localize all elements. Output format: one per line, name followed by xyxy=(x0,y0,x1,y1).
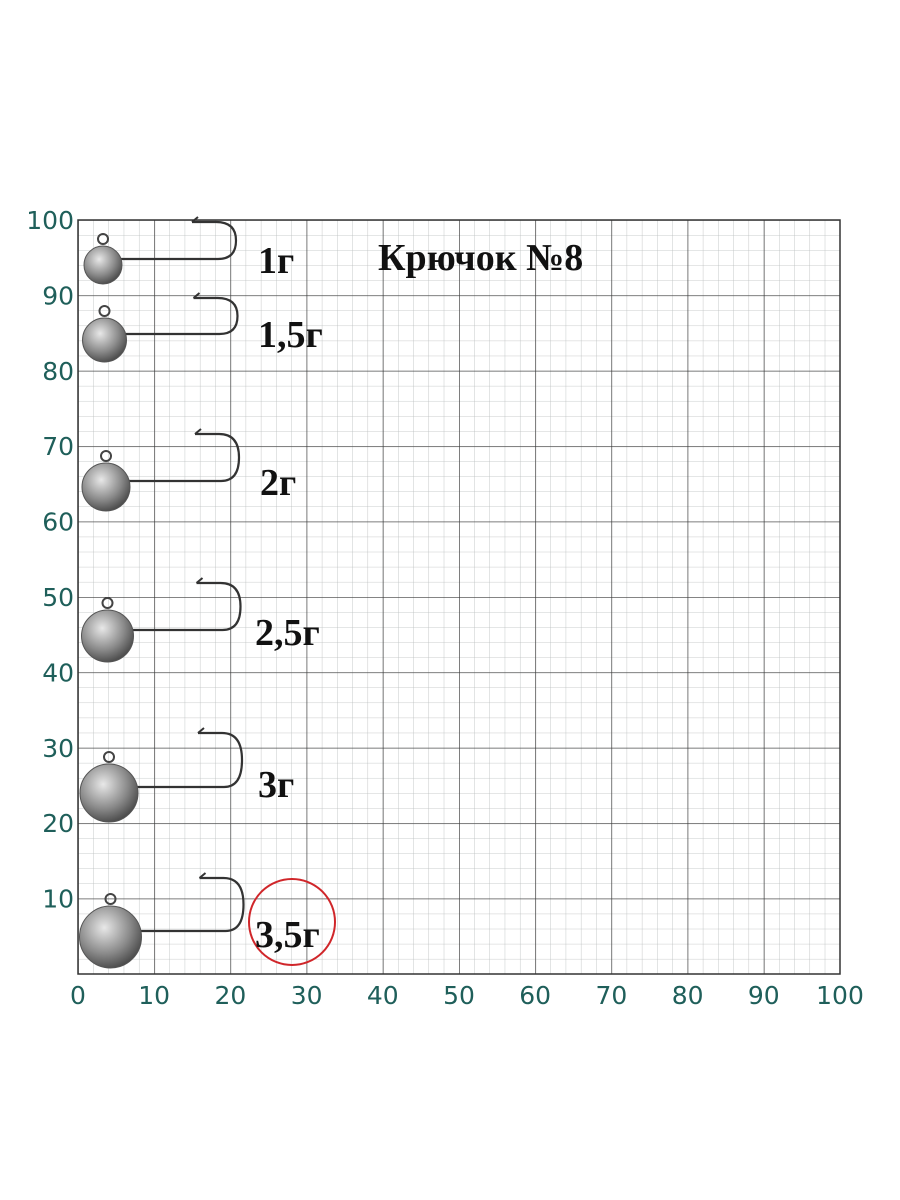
hook xyxy=(110,876,245,933)
barb xyxy=(198,872,207,879)
barb xyxy=(195,577,204,584)
jig-head xyxy=(83,216,238,285)
weight-label: 1,5г xyxy=(258,314,323,356)
x-axis-label: 0 xyxy=(70,981,86,1010)
weight-label: 2,5г xyxy=(255,612,320,654)
y-axis-label: 20 xyxy=(42,809,74,838)
highlight-circle xyxy=(248,878,336,966)
jig-head xyxy=(81,577,242,663)
x-axis-label: 20 xyxy=(214,981,246,1010)
barb xyxy=(194,428,202,435)
y-axis-label: 50 xyxy=(42,583,74,612)
lead-ball xyxy=(79,763,139,823)
hook xyxy=(107,581,242,632)
grid-border xyxy=(77,219,841,975)
x-axis-label: 40 xyxy=(367,981,399,1010)
barb xyxy=(192,292,201,299)
title: Крючок №8 xyxy=(378,237,583,279)
weight-label: 3,5г xyxy=(255,914,320,956)
y-axis-label: 80 xyxy=(42,357,74,386)
x-axis-label: 50 xyxy=(443,981,475,1010)
x-axis-label: 60 xyxy=(519,981,551,1010)
barb xyxy=(197,727,205,734)
eye xyxy=(100,450,112,462)
lead-ball xyxy=(83,245,123,285)
major-grid xyxy=(78,220,840,974)
eye xyxy=(103,751,115,763)
jig-head xyxy=(79,872,245,969)
y-axis-label: 100 xyxy=(26,206,74,235)
x-axis-label: 80 xyxy=(672,981,704,1010)
annotations: 0 10 20 30 40 50 60 70 80 90 100 10 20 30 40 50 60 70 80 90… xyxy=(26,206,864,1010)
y-axis-label: 40 xyxy=(42,658,74,687)
hook xyxy=(104,296,239,336)
eye xyxy=(98,305,111,317)
x-axis-label: 70 xyxy=(595,981,627,1010)
x-axis-label: 90 xyxy=(748,981,780,1010)
eye xyxy=(104,893,117,905)
hook xyxy=(103,220,238,261)
x-axis-label: 10 xyxy=(138,981,170,1010)
x-axis-label: 30 xyxy=(291,981,323,1010)
y-axis-label: 70 xyxy=(42,432,74,461)
eye xyxy=(97,233,109,245)
hook xyxy=(106,432,241,483)
y-axis-label: 90 xyxy=(42,281,74,310)
jig-head xyxy=(79,727,244,823)
lead-ball xyxy=(82,317,127,363)
weight-label: 1г xyxy=(258,240,294,282)
jig-head xyxy=(82,292,239,363)
lead-ball xyxy=(81,609,134,663)
weight-label: 3г xyxy=(258,764,294,806)
x-axis-label: 100 xyxy=(816,981,864,1010)
weight-label: 2г xyxy=(260,462,296,504)
jig-head xyxy=(81,428,241,512)
lead-ball xyxy=(81,462,131,512)
barb xyxy=(191,216,199,223)
eye xyxy=(101,597,114,609)
hook xyxy=(109,731,244,789)
y-axis-label: 10 xyxy=(42,885,74,914)
y-axis-label: 30 xyxy=(42,734,74,763)
lead-ball xyxy=(79,905,142,969)
y-axis-label: 60 xyxy=(42,508,74,537)
